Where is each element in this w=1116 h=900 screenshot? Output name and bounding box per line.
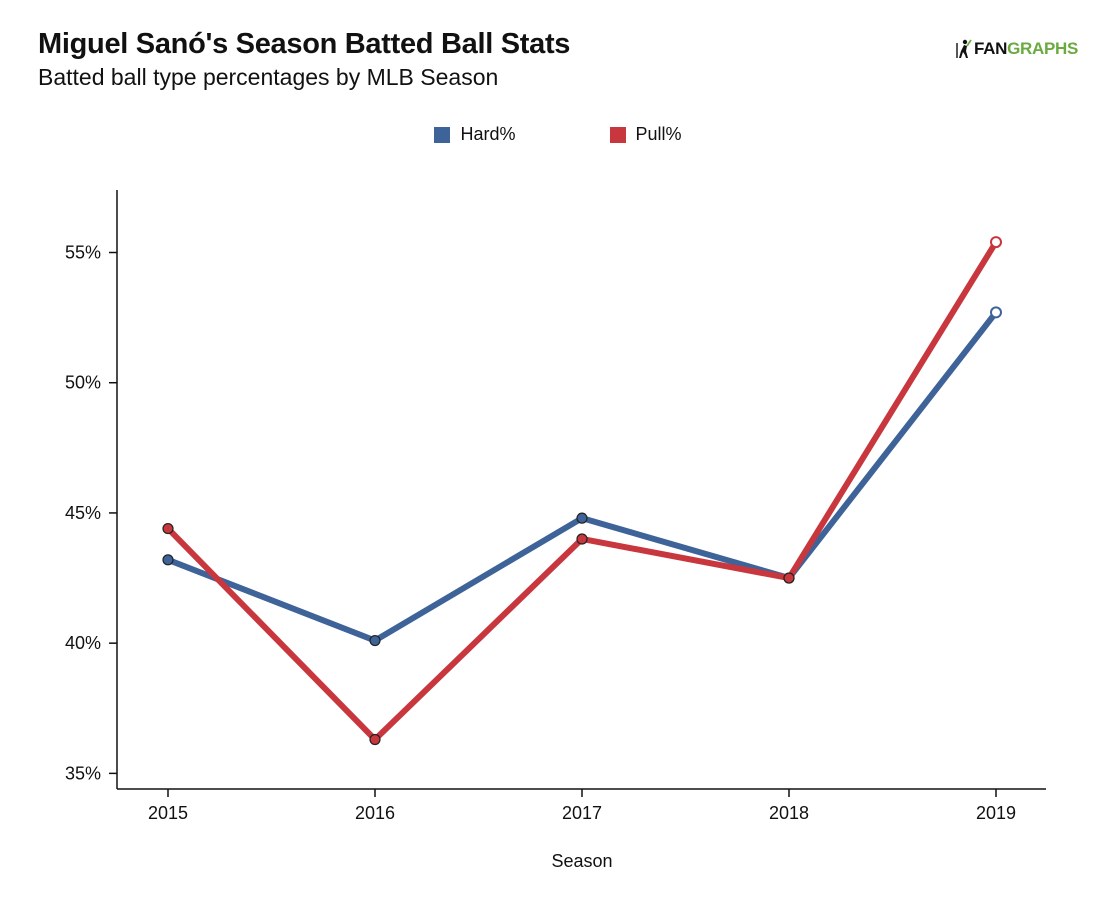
series-line-hard: [165, 309, 999, 644]
y-tick-label: 50%: [65, 373, 101, 393]
x-tick-label: 2016: [355, 803, 395, 823]
x-tick-label: 2017: [562, 803, 602, 823]
y-tick-label: 35%: [65, 763, 101, 783]
data-point-hard[interactable]: [576, 512, 588, 524]
legend-label-hard: Hard%: [460, 124, 516, 144]
data-point-hard[interactable]: [369, 634, 381, 647]
logo-text-fan: FAN: [974, 39, 1008, 58]
x-tick-label: 2015: [148, 803, 188, 823]
x-axis-title: Season: [551, 851, 612, 871]
chart-title: Miguel Sanó's Season Batted Ball Stats: [38, 28, 571, 60]
y-tick-label: 40%: [65, 633, 101, 653]
chart-subtitle: Batted ball type percentages by MLB Seas…: [38, 64, 499, 90]
legend-swatch-pull: [609, 126, 626, 143]
series-layer: [162, 236, 1002, 746]
data-point-hard[interactable]: [990, 306, 1002, 319]
data-point-pull[interactable]: [990, 236, 1002, 249]
legend-item-pull[interactable]: Pull%: [556, 124, 682, 145]
legend-item-hard[interactable]: Hard%: [434, 124, 516, 145]
axes: 35% 40% 45% 50% 55% 2015 2016 2017 2018 2019: [65, 190, 1046, 823]
y-tick-label: 55%: [65, 243, 101, 263]
legend-swatch-hard: [434, 126, 451, 143]
baseball-batter-icon: [956, 39, 972, 59]
chart-legend: Hard% Pull%: [0, 124, 1116, 145]
data-point-pull[interactable]: [369, 733, 381, 746]
series-line-pull: [165, 239, 999, 743]
logo-text-graphs: GRAPHS: [1007, 39, 1079, 58]
y-tick-label: 45%: [65, 503, 101, 523]
x-tick-label: 2019: [976, 803, 1016, 823]
x-tick-label: 2018: [769, 803, 809, 823]
fangraphs-logo[interactable]: FAN GRAPHS: [956, 38, 1078, 60]
legend-label-pull: Pull%: [635, 124, 682, 144]
data-point-pull[interactable]: [576, 533, 588, 545]
data-point-pull[interactable]: [783, 572, 795, 584]
data-point-hard[interactable]: [162, 554, 174, 566]
data-point-pull[interactable]: [162, 522, 174, 535]
